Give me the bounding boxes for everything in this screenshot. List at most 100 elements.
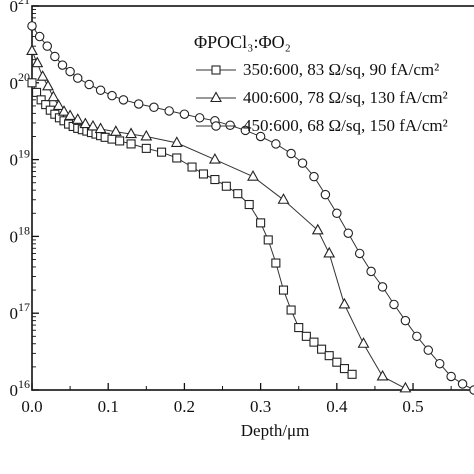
data-point (376, 369, 389, 381)
data-point (332, 208, 342, 219)
data-point (221, 181, 231, 191)
data-point (140, 129, 153, 141)
data-point (126, 139, 136, 149)
data-point (64, 109, 77, 121)
x-tick-label: 0.4 (326, 397, 348, 416)
legend-label: 450:600, 68 Ω/sq, 150 fA/cm² (243, 116, 448, 135)
data-point (42, 79, 54, 91)
legend-marker (211, 65, 221, 75)
x-tick-label: 0.5 (402, 397, 423, 416)
data-point (225, 120, 235, 131)
data-point (164, 106, 174, 116)
data-point (109, 125, 122, 136)
data-point (286, 305, 296, 315)
legend-entry-3: 450:600, 68 Ω/sq, 150 fA/cm² (196, 116, 448, 135)
data-point (343, 228, 354, 238)
data-point (271, 258, 281, 268)
data-point (412, 331, 422, 342)
y-tick-label: 017 (10, 300, 31, 323)
data-point (107, 134, 117, 144)
data-point (277, 193, 290, 204)
data-point (79, 117, 92, 129)
data-point (377, 282, 388, 292)
data-point (133, 99, 144, 109)
data-point (434, 358, 445, 369)
data-point (172, 153, 182, 163)
legend-entry-2: 400:600, 78 Ω/sq, 130 fA/cm² (196, 88, 448, 107)
y-tick-label: 018 (10, 223, 31, 246)
data-point (309, 337, 319, 347)
data-point (286, 148, 296, 159)
x-axis-title: Depth/μm (241, 421, 310, 440)
data-point (457, 379, 468, 389)
data-point (118, 95, 129, 105)
data-point (34, 31, 45, 42)
data-point (141, 143, 151, 153)
data-point (389, 299, 399, 310)
data-point (57, 60, 68, 70)
data-point (354, 248, 365, 259)
data-point (58, 105, 70, 116)
data-point (194, 113, 205, 123)
data-point (347, 369, 357, 379)
data-point (36, 95, 46, 105)
y-tick-label: 016 (10, 377, 31, 400)
data-point (255, 131, 266, 142)
x-tick-label: 0.0 (21, 397, 42, 416)
data-point (446, 371, 456, 382)
series-3 (27, 21, 474, 395)
data-point (27, 21, 37, 31)
data-point (107, 90, 117, 101)
data-point (187, 162, 197, 172)
data-point (320, 189, 331, 200)
data-point (170, 136, 183, 147)
series-2 (26, 44, 412, 393)
data-point (400, 315, 411, 326)
data-point (278, 285, 289, 295)
data-point (50, 51, 60, 62)
x-tick-label: 0.2 (174, 397, 195, 416)
legend-label: 350:600, 83 Ω/sq, 90 fA/cm² (243, 60, 439, 79)
data-point (32, 87, 42, 97)
data-point (317, 344, 327, 354)
data-point (366, 266, 376, 277)
data-point (41, 100, 51, 110)
data-point (240, 125, 251, 136)
data-point (469, 385, 474, 395)
data-point (36, 70, 49, 81)
data-point (311, 223, 324, 235)
data-point (332, 357, 342, 367)
data-point (338, 297, 351, 309)
data-point (115, 136, 125, 146)
data-point (294, 323, 304, 333)
data-point (31, 56, 44, 68)
data-point (52, 99, 65, 110)
data-point (297, 158, 308, 168)
data-point (339, 364, 349, 374)
data-point (72, 73, 83, 83)
data-point (179, 109, 190, 119)
y-tick-label: 021 (10, 0, 31, 16)
x-tick-label: 0.1 (98, 397, 119, 416)
data-point (198, 169, 209, 179)
data-point (357, 337, 370, 348)
data-point (27, 78, 37, 88)
y-tick-label: 020 (10, 70, 31, 93)
data-point (233, 189, 243, 199)
data-point (65, 66, 75, 77)
data-point (26, 44, 38, 55)
data-point (87, 119, 99, 131)
data-point (47, 90, 60, 102)
data-point (149, 102, 159, 113)
data-point (271, 139, 281, 149)
data-point (125, 127, 138, 139)
y-tick-label: 019 (10, 147, 31, 170)
data-point (94, 122, 107, 134)
data-point (247, 170, 259, 181)
legend-marker (210, 91, 222, 103)
data-point (309, 171, 319, 182)
data-point (256, 218, 266, 228)
data-point (157, 147, 167, 157)
legend-entry-1: 350:600, 83 Ω/sq, 90 fA/cm² (196, 60, 439, 79)
